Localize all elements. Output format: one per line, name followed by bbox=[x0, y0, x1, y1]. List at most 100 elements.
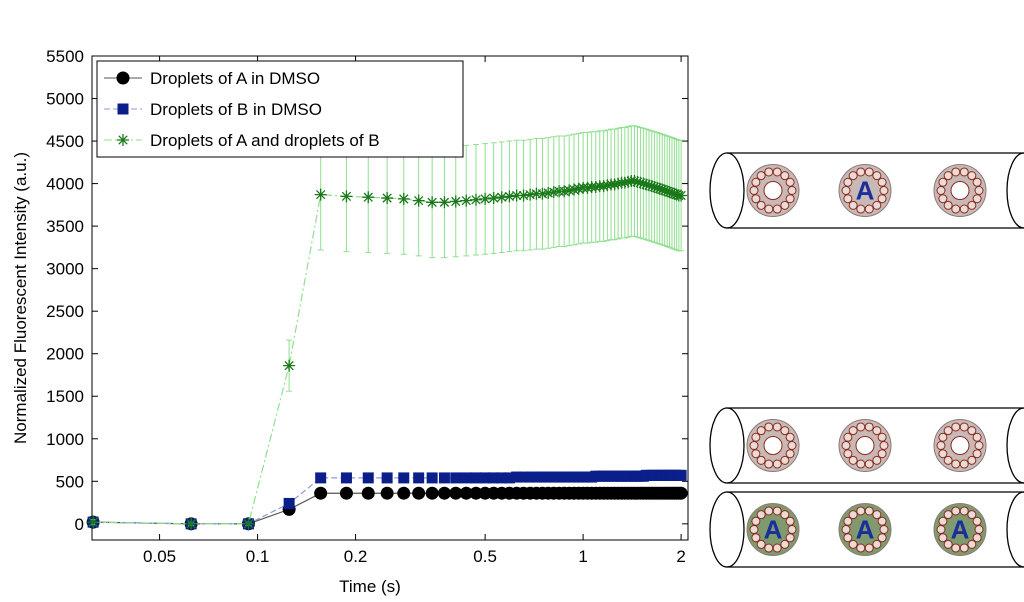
particle bbox=[938, 533, 948, 543]
particle bbox=[751, 449, 761, 459]
data-point bbox=[438, 472, 450, 484]
particle bbox=[785, 194, 795, 204]
data-point bbox=[479, 472, 491, 484]
particle bbox=[938, 432, 948, 442]
data-point bbox=[637, 177, 650, 190]
data-point bbox=[558, 185, 571, 198]
data-point bbox=[449, 486, 463, 500]
particle bbox=[751, 533, 761, 543]
particle bbox=[843, 533, 853, 543]
particle bbox=[787, 186, 797, 195]
particle bbox=[785, 516, 795, 526]
data-point bbox=[597, 180, 610, 193]
tube-end bbox=[709, 407, 745, 484]
y-tick-label: 2000 bbox=[46, 345, 84, 364]
particle bbox=[749, 441, 759, 450]
tube-body bbox=[727, 491, 1024, 568]
particle bbox=[872, 539, 882, 549]
tube-end bbox=[1006, 152, 1024, 229]
droplet-core bbox=[950, 436, 970, 455]
particle bbox=[856, 204, 866, 214]
data-point bbox=[315, 472, 327, 484]
data-point bbox=[547, 186, 560, 199]
x-tick-label: 0.05 bbox=[143, 547, 176, 566]
tube-body bbox=[727, 407, 1024, 484]
data-point bbox=[572, 182, 585, 195]
particle bbox=[943, 171, 953, 181]
particle bbox=[972, 533, 982, 543]
data-point bbox=[470, 472, 482, 484]
data-point bbox=[656, 183, 669, 196]
legend-box bbox=[96, 60, 464, 158]
data-point bbox=[634, 176, 647, 189]
particle bbox=[751, 432, 761, 442]
particle bbox=[856, 422, 866, 432]
legend-marker bbox=[116, 71, 130, 85]
particle bbox=[877, 432, 887, 442]
particle bbox=[872, 510, 882, 520]
x-axis-label: Time (s) bbox=[339, 577, 401, 596]
particle bbox=[856, 543, 866, 553]
legend-marker bbox=[117, 103, 129, 115]
data-point bbox=[674, 486, 688, 500]
data-point bbox=[314, 486, 328, 500]
data-point bbox=[425, 486, 439, 500]
droplet-label: A bbox=[951, 515, 970, 545]
data-point bbox=[628, 175, 641, 188]
particle bbox=[972, 177, 982, 187]
data-point bbox=[398, 472, 410, 484]
particle bbox=[877, 449, 887, 459]
particle bbox=[936, 525, 946, 534]
particle bbox=[967, 426, 977, 436]
particle bbox=[943, 200, 953, 210]
data-point bbox=[362, 472, 374, 484]
droplet-core bbox=[950, 181, 970, 200]
data-point bbox=[412, 194, 425, 207]
data-point bbox=[340, 190, 353, 203]
particle bbox=[936, 186, 946, 195]
particle bbox=[967, 200, 977, 210]
particle bbox=[974, 441, 984, 450]
data-point bbox=[542, 471, 554, 483]
data-point bbox=[643, 179, 656, 192]
particle bbox=[967, 510, 977, 520]
droplet-core bbox=[763, 436, 783, 455]
data-point bbox=[518, 471, 530, 483]
data-point bbox=[567, 183, 580, 196]
data-point bbox=[653, 182, 666, 195]
y-tick-label: 2500 bbox=[46, 302, 84, 321]
data-point bbox=[517, 189, 530, 202]
tube-end bbox=[709, 152, 745, 229]
data-point bbox=[380, 486, 394, 500]
particle bbox=[974, 525, 984, 534]
data-point bbox=[503, 190, 516, 203]
particle bbox=[872, 171, 882, 181]
data-point bbox=[668, 187, 681, 200]
particle bbox=[751, 194, 761, 204]
data-point bbox=[361, 486, 375, 500]
y-tick-label: 0 bbox=[75, 515, 84, 534]
particle bbox=[959, 506, 969, 516]
particle bbox=[864, 459, 874, 469]
particle bbox=[848, 200, 858, 210]
data-point bbox=[658, 184, 671, 197]
droplet-core bbox=[855, 436, 875, 455]
particle bbox=[967, 455, 977, 465]
data-point bbox=[601, 179, 614, 192]
data-point bbox=[426, 196, 439, 209]
tube-end bbox=[1006, 407, 1024, 484]
particle bbox=[780, 426, 790, 436]
data-point bbox=[563, 184, 576, 197]
data-point bbox=[675, 189, 688, 202]
data-point bbox=[510, 189, 523, 202]
particle bbox=[756, 539, 766, 549]
particle bbox=[879, 525, 889, 534]
data-point bbox=[460, 194, 473, 207]
data-point bbox=[651, 181, 664, 194]
particle bbox=[848, 510, 858, 520]
particle bbox=[848, 455, 858, 465]
particle bbox=[751, 516, 761, 526]
series bbox=[87, 125, 688, 530]
data-point bbox=[381, 192, 394, 205]
data-point bbox=[437, 486, 451, 500]
